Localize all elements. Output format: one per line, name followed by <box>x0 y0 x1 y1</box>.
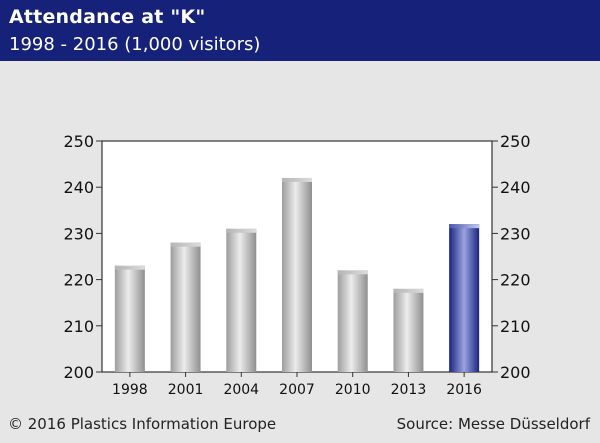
bar-2010 <box>337 270 368 372</box>
y-tick-label-right: 220 <box>500 271 531 290</box>
bar-top-1998 <box>114 265 145 270</box>
x-tick-label-1998: 1998 <box>112 382 148 398</box>
y-tick-label-left: 240 <box>63 178 94 197</box>
y-tick-label-right: 200 <box>500 363 531 382</box>
bar-top-2013 <box>393 288 424 293</box>
y-tick-label-left: 250 <box>63 132 94 151</box>
x-tick-label-2016: 2016 <box>446 382 482 398</box>
source-text: Source: Messe Düsseldorf <box>396 415 590 433</box>
x-tick-label-2001: 2001 <box>168 382 204 398</box>
x-axis: 1998 2001 2004 2007 2010 2013 2016 <box>112 372 482 398</box>
chart-title: Attendance at "K" <box>9 6 206 28</box>
y-tick-label-left: 210 <box>63 317 94 336</box>
y-tick-label-left: 220 <box>63 271 94 290</box>
bar-2004 <box>226 228 257 372</box>
y-tick-label-right: 250 <box>500 132 531 151</box>
y-tick-label-left: 230 <box>63 224 94 243</box>
bar-2001 <box>170 242 201 372</box>
y-axis-left: 200 210 220 230 240 250 <box>63 132 102 382</box>
y-tick-label-left: 200 <box>63 363 94 382</box>
bar-top-2016 <box>449 224 480 229</box>
x-tick-label-2007: 2007 <box>279 382 315 398</box>
bar-top-2010 <box>337 270 368 275</box>
bars-group <box>114 177 480 372</box>
y-axis-right: 200 210 220 230 240 250 <box>492 132 531 382</box>
x-tick-label-2010: 2010 <box>335 382 371 398</box>
header-banner: Attendance at "K" 1998 - 2016 (1,000 vis… <box>0 0 600 61</box>
y-tick-label-right: 240 <box>500 178 531 197</box>
bar-1998 <box>114 265 145 372</box>
bar-2016 <box>449 224 480 372</box>
copyright-text: © 2016 Plastics Information Europe <box>8 415 277 433</box>
bar-top-2004 <box>226 228 257 233</box>
bar-2013 <box>393 288 424 372</box>
y-tick-label-right: 210 <box>500 317 531 336</box>
bar-2007 <box>282 177 312 372</box>
y-tick-label-right: 230 <box>500 224 531 243</box>
bar-top-2007 <box>282 177 312 182</box>
bar-chart: 200 210 220 230 240 250 200 210 220 230 240 250 19… <box>63 132 531 398</box>
chart-subtitle: 1998 - 2016 (1,000 visitors) <box>9 34 261 55</box>
x-tick-label-2004: 2004 <box>223 382 259 398</box>
bar-top-2001 <box>170 242 201 247</box>
x-tick-label-2013: 2013 <box>391 382 427 398</box>
